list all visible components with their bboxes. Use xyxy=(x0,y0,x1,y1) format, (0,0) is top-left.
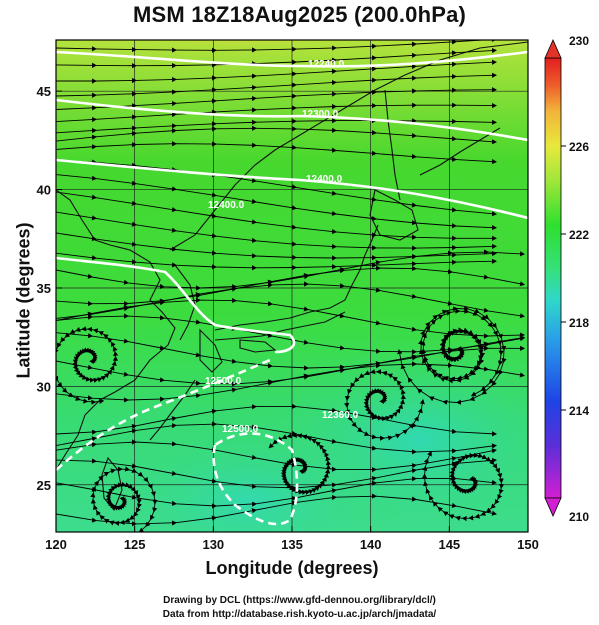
contour-12240 xyxy=(56,50,528,68)
y-tick-label: 30 xyxy=(37,379,51,394)
colorbar-max-arrow xyxy=(544,39,562,59)
contour-12500 xyxy=(56,358,271,471)
contour-label: 12400.0 xyxy=(208,200,245,211)
credit-drawing: Drawing by DCL (https://www.gfd-dennou.o… xyxy=(163,595,436,606)
x-tick-label: 150 xyxy=(517,537,539,552)
x-tick-label: 120 xyxy=(45,537,67,552)
y-axis-ticks: 25 30 35 40 45 xyxy=(37,84,62,493)
streamline xyxy=(56,326,119,405)
streamline xyxy=(56,141,497,165)
plot-area: 12240.0 12300.0 12400.0 12400.0 12500.0 12500… xyxy=(56,40,528,532)
colorbar-gradient xyxy=(544,57,562,499)
x-tick-label: 130 xyxy=(202,537,224,552)
wind-streamlines xyxy=(56,40,525,532)
x-tick-label: 145 xyxy=(438,537,460,552)
colorbar-tick-label: 230 xyxy=(569,34,589,48)
colorbar-tick-label: 226 xyxy=(569,140,589,154)
contour-12400-b xyxy=(56,256,296,354)
contour-label: 12360.0 xyxy=(322,410,359,421)
chart-title: MSM 18Z18Aug2025 (200.0hPa) xyxy=(132,2,467,27)
cool-region-south xyxy=(100,420,400,532)
contour-label: 12300.0 xyxy=(302,109,339,120)
streamline xyxy=(56,102,497,123)
contour-12500-b xyxy=(212,432,299,526)
y-tick-label: 40 xyxy=(37,183,51,198)
contour-12400 xyxy=(56,158,528,220)
contour-label: 12240.0 xyxy=(308,59,345,70)
contour-12300 xyxy=(56,98,528,142)
x-tick-label: 135 xyxy=(281,537,303,552)
x-tick-label: 140 xyxy=(360,537,382,552)
contour-label: 12400.0 xyxy=(306,174,343,185)
height-contours xyxy=(56,50,528,526)
colorbar-tick-label: 222 xyxy=(569,228,589,242)
contour-label: 12500.0 xyxy=(222,424,259,435)
streamline xyxy=(56,125,497,145)
y-tick-label: 45 xyxy=(37,84,51,99)
colorbar-min-arrow xyxy=(544,497,562,517)
x-tick-label: 125 xyxy=(124,537,146,552)
x-axis-ticks: 120 125 130 135 140 145 150 xyxy=(45,526,539,552)
streamline xyxy=(420,308,504,397)
y-tick-label: 35 xyxy=(37,281,51,296)
streamline xyxy=(56,493,497,527)
colorbar-tick-label: 218 xyxy=(569,316,589,330)
colorbar-tick-label: 210 xyxy=(569,510,589,524)
y-tick-label: 25 xyxy=(37,478,51,493)
colorbar-tick-label: 214 xyxy=(569,404,589,418)
x-axis-label: Longitude (degrees) xyxy=(205,558,379,578)
credit-data: Data from http://database.rish.kyoto-u.a… xyxy=(162,609,437,620)
colorbar: 210 214 218 222 226 230 xyxy=(544,34,589,524)
contour-label: 12500.0 xyxy=(205,376,242,387)
colorbar-ticks: 210 214 218 222 226 230 xyxy=(561,34,589,524)
contour-labels: 12240.0 12300.0 12400.0 12400.0 12500.0 12500… xyxy=(205,59,359,435)
